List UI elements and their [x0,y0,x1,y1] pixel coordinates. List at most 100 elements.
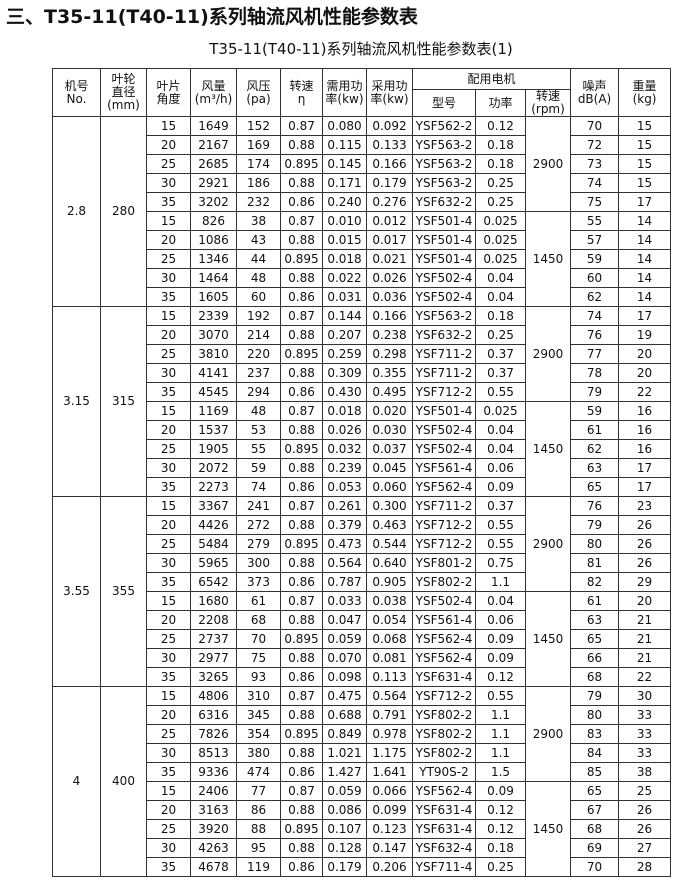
table-row: 35 2273 74 0.86 0.053 0.060 YSF562-4 0.09 65 17 [53,477,672,497]
header-cell: 需用功 率(kw) [322,68,367,117]
cell: 0.88 [280,553,323,573]
cell: 76 [570,496,620,516]
cell: 83 [570,724,620,744]
cell: 0.379 [322,515,367,535]
cell: 0.309 [322,363,367,383]
cell: 0.25 [475,325,526,345]
cell: 0.55 [475,515,526,535]
table-row: 25 3920 88 0.895 0.107 0.123 YSF631-4 0.12 68 26 [53,819,672,839]
cell: 1680 [190,591,237,611]
cell: 0.895 [280,344,323,364]
cell: 0.025 [475,230,526,250]
cell: 29 [618,572,672,592]
cell: 20 [146,515,191,535]
cell: 35 [146,667,191,687]
cell: 6542 [190,572,237,592]
cell: 4545 [190,382,237,402]
cell: 0.017 [366,230,413,250]
cell: 55 [236,439,281,459]
cell: 345 [236,705,281,725]
cell: 1.5 [475,762,526,782]
header-cell: 机号 No. [52,68,101,117]
cell: 78 [570,363,620,383]
cell: 0.88 [280,173,323,193]
cell: 68 [236,610,281,630]
cell: 0.145 [322,154,367,174]
cell: YSF711-4 [412,857,476,877]
cell: 380 [236,743,281,763]
cell: 1.1 [475,743,526,763]
cell: 0.04 [475,591,526,611]
cell: 0.123 [366,819,413,839]
cell: YSF712-2 [412,382,476,402]
cell: YSF632-2 [412,192,476,212]
cell: YSF631-4 [412,667,476,687]
cell: 0.18 [475,135,526,155]
cell: 20 [618,344,672,364]
cell: 0.068 [366,629,413,649]
cell: 0.033 [322,591,367,611]
cell: 1905 [190,439,237,459]
cell: 35 [146,572,191,592]
cell: 294 [236,382,281,402]
cell: 14 [618,268,672,288]
cell: 2737 [190,629,237,649]
table-row: 35 4678 119 0.86 0.179 0.206 YSF711-4 0.25 70 28 [53,857,672,877]
table-row: 30 2921 186 0.88 0.171 0.179 YSF563-2 0.25 74 15 [53,173,672,193]
cell: 169 [236,135,281,155]
cell: 3.55 [52,496,101,687]
cell: 0.895 [280,249,323,269]
cell: 59 [570,401,620,421]
cell: 237 [236,363,281,383]
cell: 72 [570,135,620,155]
cell: 1.427 [322,762,367,782]
table-row: 25 3810 220 0.895 0.259 0.298 YSF711-2 0.37 77 20 [53,344,672,364]
cell: 15 [146,116,191,136]
cell: 0.88 [280,515,323,535]
cell: YT90S-2 [412,762,476,782]
cell: 0.640 [366,553,413,573]
cell: YSF502-4 [412,287,476,307]
cell: YSF801-2 [412,553,476,573]
cell: 79 [570,686,620,706]
cell: YSF711-2 [412,496,476,516]
header-cell: 叶轮 直径 (mm) [100,68,147,117]
cell: 77 [236,781,281,801]
cell: 0.259 [322,344,367,364]
cell: 474 [236,762,281,782]
cell: 30 [146,648,191,668]
cell: 0.113 [366,667,413,687]
cell: 22 [618,667,672,687]
cell: 0.18 [475,838,526,858]
cell: 4678 [190,857,237,877]
cell: 95 [236,838,281,858]
cell: 20 [618,591,672,611]
cell: 30 [146,553,191,573]
cell: 65 [570,781,620,801]
cell: 79 [570,382,620,402]
cell: YSF563-2 [412,135,476,155]
cell: 53 [236,420,281,440]
cell: 0.107 [322,819,367,839]
cell: 1.021 [322,743,367,763]
cell: 0.12 [475,667,526,687]
cell: 0.86 [280,857,323,877]
cell: 0.25 [475,192,526,212]
cell: 0.88 [280,648,323,668]
header-text: 率(kw) [370,91,409,106]
cell: 5484 [190,534,237,554]
cell: YSF502-4 [412,420,476,440]
cell: 3070 [190,325,237,345]
cell: 279 [236,534,281,554]
cell: 61 [236,591,281,611]
cell: YSF802-2 [412,572,476,592]
cell: 0.86 [280,382,323,402]
header-cell: 转速 (rpm) [524,89,572,117]
cell: 4426 [190,515,237,535]
cell: 0.18 [475,154,526,174]
cell: 1.1 [475,724,526,744]
cell: 30 [146,838,191,858]
header-text: 率(kw) [325,91,364,106]
cell: 22 [618,382,672,402]
cell: 0.060 [366,477,413,497]
